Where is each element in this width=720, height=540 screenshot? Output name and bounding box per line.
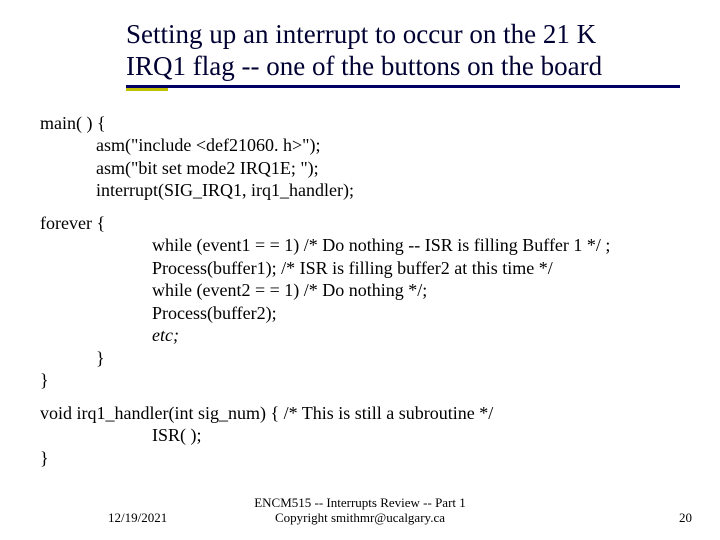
code-line: ISR( );: [40, 424, 690, 447]
footer-line-2: Copyright smithmr@ucalgary.ca: [275, 510, 445, 525]
title-underline: [126, 85, 680, 88]
code-line: }: [40, 347, 690, 370]
footer: 12/19/2021 ENCM515 -- Interrupts Review …: [0, 495, 720, 526]
footer-date: 12/19/2021: [108, 510, 167, 526]
code-line: while (event2 = = 1) /* Do nothing */;: [40, 279, 690, 302]
slide-title: Setting up an interrupt to occur on the …: [126, 18, 680, 83]
code-line: Process(buffer2);: [40, 302, 690, 325]
code-line: }: [40, 447, 690, 470]
code-line: asm("bit set mode2 IRQ1E; ");: [40, 157, 690, 180]
code-line: main( ) {: [40, 112, 690, 135]
body-content: main( ) { asm("include <def21060. h>"); …: [0, 98, 720, 470]
code-line: interrupt(SIG_IRQ1, irq1_handler);: [40, 179, 690, 202]
forever-block: forever { while (event1 = = 1) /* Do not…: [40, 212, 690, 392]
code-line: while (event1 = = 1) /* Do nothing -- IS…: [40, 234, 690, 257]
code-line: Process(buffer1); /* ISR is filling buff…: [40, 257, 690, 280]
handler-block: void irq1_handler(int sig_num) { /* This…: [40, 402, 690, 470]
etc-text: etc;: [152, 325, 179, 345]
code-line: asm("include <def21060. h>");: [40, 134, 690, 157]
footer-line-1: ENCM515 -- Interrupts Review -- Part 1: [254, 495, 466, 510]
code-line: }: [40, 369, 690, 392]
footer-page-number: 20: [679, 510, 692, 526]
title-line-1: Setting up an interrupt to occur on the …: [126, 19, 596, 49]
code-line: forever {: [40, 212, 690, 235]
title-line-2: IRQ1 flag -- one of the buttons on the b…: [126, 51, 602, 81]
code-line: etc;: [40, 324, 690, 347]
code-line: void irq1_handler(int sig_num) { /* This…: [40, 402, 690, 425]
main-block: main( ) { asm("include <def21060. h>"); …: [40, 112, 690, 202]
title-block: Setting up an interrupt to occur on the …: [0, 0, 720, 98]
